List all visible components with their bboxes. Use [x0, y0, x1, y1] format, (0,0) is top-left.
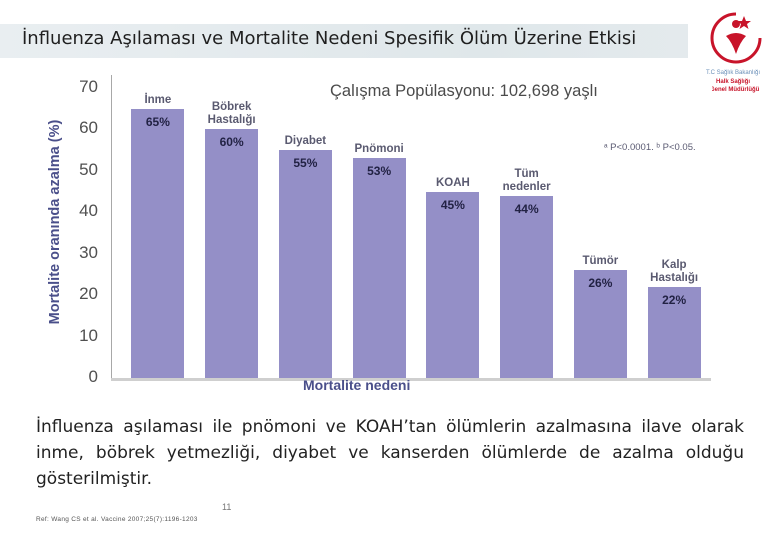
value-label: 26%	[588, 276, 613, 291]
value-label: 55%	[293, 156, 318, 171]
category-label: Böbrek Hastalığı	[207, 101, 256, 127]
bar	[278, 150, 332, 378]
x-axis-label: Mortalite nedeni	[303, 377, 411, 393]
slide-title: İnfluenza Aşılaması ve Mortalite Nedeni …	[22, 28, 637, 49]
body-paragraph: İnfluenza aşılaması ile pnömoni ve KOAH’…	[36, 417, 744, 489]
category-label: Tüm nedenler	[502, 167, 551, 193]
value-label: 65%	[145, 114, 170, 129]
p-value-note: ᵃ P<0.0001. ᵇ P<0.05.	[604, 142, 696, 153]
x-axis-line	[111, 378, 711, 381]
category-label: İnme	[144, 93, 172, 106]
bar	[647, 286, 701, 378]
bar	[573, 270, 627, 378]
category-label: Pnömoni	[354, 143, 404, 156]
y-tick-label: 70	[79, 77, 98, 96]
category-label: Diyabet	[284, 135, 327, 148]
value-label: 22%	[662, 292, 687, 307]
bar	[131, 108, 185, 378]
page-number: 11	[222, 502, 232, 512]
chart-subtitle: Çalışma Popülasyonu: 102,698 yaşlı	[330, 82, 598, 100]
y-tick-label: 20	[79, 284, 98, 304]
y-tick-label: 10	[79, 325, 98, 345]
bar	[426, 191, 480, 378]
category-label: KOAH	[435, 176, 470, 189]
logo-text-department-1: Halk Sağlığı	[716, 79, 751, 85]
logo-emblem-icon	[710, 12, 762, 64]
value-label: 44%	[514, 201, 539, 216]
y-tick-label: 40	[79, 201, 98, 221]
bar	[352, 158, 406, 378]
y-tick-label: 60	[79, 118, 98, 138]
y-tick-label: 50	[79, 159, 98, 179]
bar	[205, 129, 259, 378]
reference-citation: Ref: Wang CS et al. Vaccine 2007;25(7):1…	[36, 516, 198, 523]
value-label: 53%	[367, 164, 392, 179]
logo-text-ministry: T.C Sağlık Bakanlığı	[706, 70, 761, 76]
bar	[500, 195, 554, 378]
ministry-logo: T.C Sağlık Bakanlığı Halk Sağlığı Genel …	[700, 8, 772, 98]
logo-text-department-2: Genel Müdürlüğü	[710, 87, 760, 93]
category-label: Kalp Hastalığı	[650, 258, 699, 284]
title-bar: İnfluenza Aşılaması ve Mortalite Nedeni …	[0, 24, 688, 58]
value-label: 60%	[219, 135, 244, 150]
y-tick-label: 30	[79, 242, 98, 262]
value-label: 45%	[440, 197, 465, 212]
category-label: Tümör	[582, 255, 619, 268]
y-tick-label: 0	[88, 367, 98, 386]
